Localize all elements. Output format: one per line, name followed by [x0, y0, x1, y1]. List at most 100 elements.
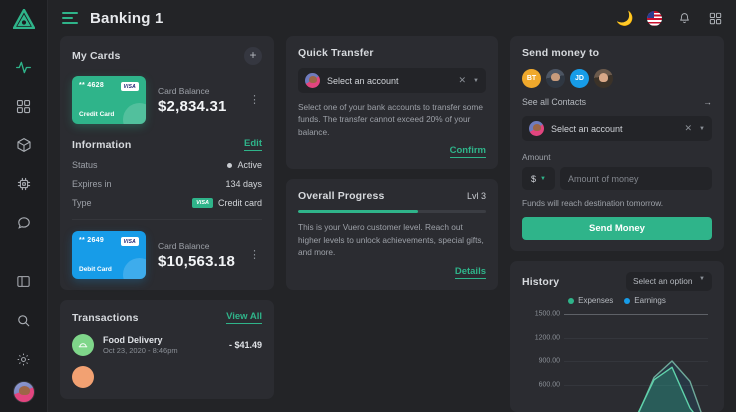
- balance-label: Card Balance: [158, 85, 210, 96]
- sidebar-item-products[interactable]: [7, 128, 41, 162]
- bank-card-debit[interactable]: ** 2649 VISA Debit Card: [72, 231, 146, 279]
- card-top: ** 4628 VISA: [79, 82, 139, 91]
- chevron-down-icon: ▼: [540, 175, 546, 182]
- visa-logo: VISA: [120, 82, 139, 91]
- my-cards-panel: My Cards + ** 4628 VISA Credit Card: [60, 36, 274, 290]
- card-top: ** 2649 VISA: [79, 237, 139, 246]
- avatar[interactable]: [12, 381, 35, 403]
- legend-label: Expenses: [578, 296, 614, 306]
- chevron-down-icon[interactable]: ▼: [699, 125, 705, 132]
- my-cards-header: My Cards +: [72, 47, 262, 65]
- confirm-button[interactable]: Confirm: [449, 145, 486, 159]
- hamburger-menu-icon[interactable]: [62, 12, 78, 24]
- chart-y-tick: 900.00: [538, 357, 560, 365]
- filter-value: Select an option: [633, 276, 693, 286]
- card-balance-block: Card Balance $2,834.31: [158, 86, 247, 115]
- column-right: Send money to BT JD See all Contacts → S…: [510, 36, 724, 412]
- balance-amount: $2,834.31: [158, 97, 227, 115]
- contact-avatar[interactable]: BT: [522, 69, 541, 88]
- transaction-info: [103, 377, 262, 378]
- overall-progress-panel: Overall Progress Lvl 3 This is your Vuer…: [286, 179, 498, 290]
- arrow-right-icon: →: [703, 97, 712, 107]
- sidebar-item-search[interactable]: [7, 303, 41, 337]
- sidebar-item-integrations[interactable]: [7, 167, 41, 201]
- transactions-panel: Transactions View All Food Delivery Oct …: [60, 300, 274, 399]
- close-x-icon[interactable]: ✕: [684, 123, 693, 133]
- contact-avatar[interactable]: [594, 69, 613, 88]
- overall-progress-actions: Details: [298, 266, 486, 279]
- us-flag-icon[interactable]: [647, 10, 662, 26]
- kebab-menu-icon[interactable]: ⋮: [249, 249, 260, 261]
- chart-legend: Expenses Earnings: [522, 296, 712, 305]
- information-header: Information Edit: [72, 138, 262, 151]
- chart-gridline: [564, 384, 708, 386]
- chart-line: [564, 361, 708, 412]
- sidebar-item-settings[interactable]: [7, 342, 41, 376]
- history-header: History Select an option ▼: [522, 272, 712, 292]
- overall-progress-description: This is your Vuero customer level. Reach…: [298, 222, 484, 258]
- status-dot-icon: [227, 162, 233, 168]
- sidebar-item-messages[interactable]: [7, 206, 41, 240]
- topbar: Banking 1 🌙: [48, 0, 736, 36]
- transaction-amount: - $41.49: [228, 340, 262, 350]
- info-value-text: Active: [237, 160, 262, 170]
- transactions-header: Transactions View All: [72, 311, 262, 324]
- info-row-type: Type VISA Credit card: [72, 198, 262, 208]
- account-avatar: [305, 73, 320, 88]
- chevron-down-icon[interactable]: ▼: [473, 77, 479, 84]
- quick-transfer-account-select[interactable]: Select an account ✕ ▼: [298, 68, 486, 93]
- amount-label: Amount: [522, 152, 551, 162]
- currency-select[interactable]: $ ▼: [522, 167, 555, 190]
- information-title: Information: [72, 138, 132, 151]
- bell-icon[interactable]: [675, 9, 693, 27]
- list-item[interactable]: Food Delivery Oct 23, 2020 - 8:46pm - $4…: [72, 334, 262, 356]
- history-chart: 1500.00 1200.00 900.00 600.00: [522, 310, 712, 412]
- quick-transfer-actions: Confirm: [298, 145, 486, 159]
- visa-logo: VISA: [120, 237, 139, 246]
- select-value: Select an account: [327, 75, 399, 86]
- quick-transfer-title: Quick Transfer: [298, 47, 374, 59]
- level-badge: Lvl 3: [466, 191, 486, 202]
- info-key: Status: [72, 160, 98, 170]
- details-button[interactable]: Details: [454, 265, 486, 279]
- sidebar-item-layout[interactable]: [7, 264, 41, 298]
- info-key: Expires in: [72, 179, 112, 189]
- grid-apps-icon[interactable]: [706, 9, 724, 27]
- chevron-down-icon[interactable]: ▼: [699, 276, 705, 282]
- send-money-title: Send money to: [522, 47, 600, 59]
- legend-swatch: [624, 297, 631, 304]
- info-value-text: Credit card: [217, 198, 262, 208]
- view-all-button[interactable]: View All: [226, 311, 262, 324]
- sidebar-item-dashboard[interactable]: [7, 89, 41, 123]
- history-title: History: [522, 275, 560, 288]
- close-x-icon[interactable]: ✕: [458, 75, 467, 85]
- history-filter-select[interactable]: Select an option ▼: [626, 272, 712, 292]
- list-item[interactable]: [72, 366, 262, 388]
- column-middle: Quick Transfer Select an account ✕ ▼ Sel…: [286, 36, 498, 412]
- account-avatar: [529, 121, 544, 136]
- triangle-logo-icon[interactable]: [12, 8, 35, 34]
- card-number: ** 2649: [79, 237, 105, 244]
- chart-y-tick: 600.00: [538, 381, 560, 389]
- info-row-expires: Expires in 134 days: [72, 179, 262, 189]
- moon-icon[interactable]: 🌙: [616, 9, 634, 26]
- send-money-account-select[interactable]: Select an account ✕ ▼: [522, 116, 712, 141]
- quick-transfer-panel: Quick Transfer Select an account ✕ ▼ Sel…: [286, 36, 498, 170]
- kebab-menu-icon[interactable]: ⋮: [249, 94, 260, 106]
- contact-avatar[interactable]: [546, 69, 565, 88]
- see-all-contacts[interactable]: See all Contacts →: [522, 97, 712, 107]
- balance-amount: $10,563.18: [158, 252, 236, 270]
- bank-card-credit[interactable]: ** 4628 VISA Credit Card: [72, 76, 146, 124]
- plus-icon[interactable]: +: [244, 47, 262, 65]
- progress-fill: [298, 210, 419, 214]
- card-number: ** 4628: [79, 82, 105, 89]
- send-money-button[interactable]: Send Money: [522, 217, 712, 240]
- column-left: My Cards + ** 4628 VISA Credit Card: [60, 36, 274, 412]
- my-cards-title: My Cards: [72, 50, 121, 62]
- amount-input[interactable]: Amount of money: [560, 167, 712, 190]
- legend-swatch: [568, 297, 575, 304]
- contact-avatar[interactable]: JD: [570, 69, 589, 88]
- sidebar-item-activity[interactable]: [7, 50, 41, 84]
- edit-button[interactable]: Edit: [244, 138, 262, 151]
- info-row-status: Status Active: [72, 160, 262, 170]
